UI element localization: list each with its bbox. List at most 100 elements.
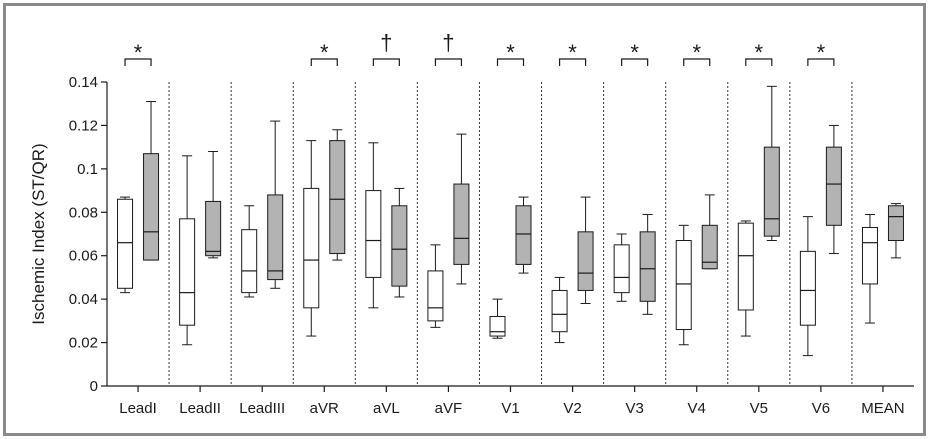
iqr-box bbox=[365, 190, 382, 278]
category-separators bbox=[137, 82, 884, 392]
y-tick-label-6: 0.12 bbox=[69, 117, 98, 134]
significance-bracket bbox=[621, 58, 649, 66]
iqr-box bbox=[391, 205, 408, 287]
box-V1-series-2 bbox=[515, 196, 532, 274]
y-tick-label-4: 0.08 bbox=[69, 204, 98, 221]
significance-aVR: * bbox=[310, 40, 338, 66]
box-aVF-series-2 bbox=[453, 133, 470, 285]
significance-symbol: * bbox=[817, 40, 826, 65]
significance-bracket bbox=[745, 58, 773, 66]
x-tick-label-LeadIII: LeadIII bbox=[239, 400, 285, 417]
iqr-box bbox=[267, 194, 284, 281]
iqr-box bbox=[577, 231, 594, 291]
significance-symbol: * bbox=[568, 40, 577, 65]
x-tick-label-V2: V2 bbox=[563, 400, 581, 417]
iqr-box bbox=[489, 316, 506, 337]
box-V3-series-1 bbox=[613, 233, 630, 302]
y-tick-label-5: 0.1 bbox=[77, 161, 98, 178]
box-V6-series-2 bbox=[825, 124, 842, 255]
iqr-box bbox=[427, 270, 444, 322]
x-tick-label-MEAN: MEAN bbox=[861, 400, 904, 417]
iqr-box bbox=[613, 244, 630, 294]
significance-symbol: * bbox=[134, 40, 143, 65]
box-MEAN-series-2 bbox=[887, 203, 904, 259]
iqr-box bbox=[551, 289, 568, 333]
box-LeadII-series-2 bbox=[205, 150, 222, 259]
box-V2-series-2 bbox=[577, 196, 594, 304]
significance-V3: * bbox=[621, 40, 649, 66]
iqr-box bbox=[825, 146, 842, 226]
box-V2-series-1 bbox=[551, 276, 568, 344]
x-tick-labels: LeadI LeadII LeadIII aVR aVL aVF V1 V2 V3 V4 V5 V6 M… bbox=[119, 400, 904, 417]
box-V4-series-1 bbox=[675, 224, 692, 346]
significance-symbol: * bbox=[320, 40, 329, 65]
iqr-box bbox=[799, 250, 816, 326]
significance-bracket bbox=[372, 58, 400, 66]
significance-V2: * bbox=[558, 40, 587, 66]
box-aVL-series-1 bbox=[365, 142, 382, 309]
x-tick-label-V4: V4 bbox=[688, 400, 706, 417]
significance-markers: * * † † * * * * * * bbox=[124, 30, 835, 66]
iqr-box bbox=[639, 231, 656, 302]
significance-bracket bbox=[558, 58, 587, 66]
significance-V4: * bbox=[683, 40, 711, 66]
box-series bbox=[117, 85, 904, 357]
x-tick-label-aVR: aVR bbox=[310, 400, 339, 417]
significance-V5: * bbox=[745, 40, 773, 66]
y-tick-label-0: 0 bbox=[90, 378, 98, 395]
box-LeadIII-series-2 bbox=[267, 120, 284, 289]
box-V4-series-2 bbox=[701, 194, 718, 270]
significance-symbol: * bbox=[755, 40, 764, 65]
iqr-box bbox=[763, 146, 780, 237]
iqr-box bbox=[675, 240, 692, 331]
significance-bracket bbox=[683, 58, 711, 66]
box-V5-series-1 bbox=[737, 220, 754, 337]
box-V6-series-1 bbox=[799, 216, 816, 357]
box-LeadI-series-2 bbox=[143, 101, 160, 261]
iqr-box bbox=[861, 226, 878, 285]
y-tick-label-1: 0.02 bbox=[69, 335, 98, 352]
box-aVF-series-1 bbox=[427, 244, 444, 328]
box-aVR-series-1 bbox=[303, 140, 320, 337]
significance-aVL: † bbox=[372, 30, 400, 66]
iqr-box bbox=[205, 200, 222, 257]
box-LeadIII-series-1 bbox=[241, 205, 258, 298]
box-V1-series-1 bbox=[489, 298, 506, 339]
x-tick-label-V1: V1 bbox=[501, 400, 519, 417]
significance-V6: * bbox=[807, 40, 835, 66]
significance-bracket bbox=[496, 58, 525, 66]
significance-symbol: * bbox=[630, 40, 639, 65]
significance-symbol: * bbox=[506, 40, 515, 65]
significance-V1: * bbox=[496, 40, 525, 66]
significance-bracket bbox=[124, 58, 152, 66]
x-tick-label-V3: V3 bbox=[625, 400, 643, 417]
x-tick-label-LeadI: LeadI bbox=[119, 400, 157, 417]
box-LeadI-series-1 bbox=[117, 196, 134, 294]
iqr-box bbox=[701, 224, 718, 270]
box-aVL-series-2 bbox=[391, 187, 408, 298]
iqr-box bbox=[117, 198, 134, 289]
iqr-box bbox=[515, 205, 532, 265]
y-tick-label-3: 0.06 bbox=[69, 248, 98, 265]
significance-symbol: * bbox=[692, 40, 701, 65]
x-tick-label-aVL: aVL bbox=[373, 400, 400, 417]
y-ticks: 0 0.02 0.04 0.06 0.08 0.1 0.12 0.14 bbox=[69, 74, 107, 395]
box-aVR-series-2 bbox=[329, 129, 346, 261]
iqr-box bbox=[241, 229, 258, 294]
significance-bracket bbox=[434, 58, 463, 66]
iqr-box bbox=[737, 222, 754, 311]
significance-LeadI: * bbox=[124, 40, 152, 66]
iqr-box bbox=[143, 153, 160, 261]
significance-symbol: † bbox=[442, 30, 454, 55]
x-tick-label-V5: V5 bbox=[750, 400, 768, 417]
y-tick-label-7: 0.14 bbox=[69, 74, 98, 91]
iqr-box bbox=[887, 205, 904, 242]
box-LeadII-series-1 bbox=[179, 155, 196, 346]
iqr-box bbox=[303, 187, 320, 309]
x-tick-label-aVF: aVF bbox=[435, 400, 463, 417]
y-tick-label-2: 0.04 bbox=[69, 291, 98, 308]
iqr-box bbox=[453, 183, 470, 265]
y-axis-label: Ischemic Index (ST/QR) bbox=[29, 143, 48, 324]
x-tick-label-V6: V6 bbox=[812, 400, 830, 417]
